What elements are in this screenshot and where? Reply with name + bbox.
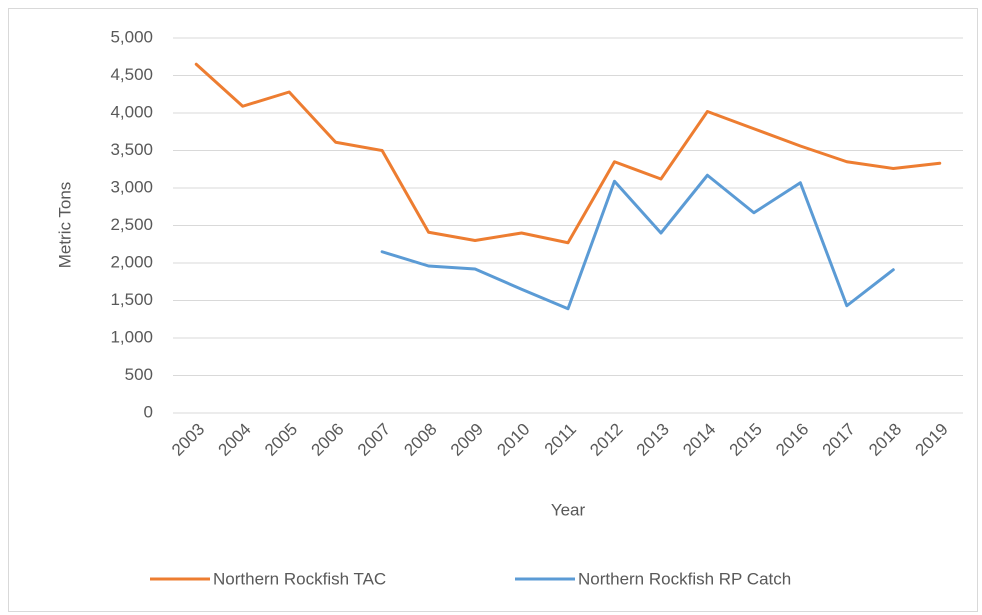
legend-label: Northern Rockfish RP Catch <box>578 569 791 588</box>
y-tick-label: 5,000 <box>110 27 153 46</box>
y-tick-label: 0 <box>144 402 153 421</box>
y-tick-label: 3,500 <box>110 140 153 159</box>
y-tick-label: 1,500 <box>110 290 153 309</box>
y-tick-label: 500 <box>125 365 153 384</box>
x-axis-title: Year <box>551 500 586 519</box>
y-tick-label: 1,000 <box>110 327 153 346</box>
y-axis-title: Metric Tons <box>55 182 74 269</box>
y-tick-label: 4,500 <box>110 65 153 84</box>
data-line <box>380 173 895 311</box>
y-tick-label: 3,000 <box>110 177 153 196</box>
legend-label: Northern Rockfish TAC <box>213 569 386 588</box>
y-tick-label: 2,000 <box>110 252 153 271</box>
data-line <box>194 62 942 245</box>
chart-border <box>8 8 978 612</box>
y-tick-label: 4,000 <box>110 102 153 121</box>
y-tick-label: 2,500 <box>110 215 153 234</box>
